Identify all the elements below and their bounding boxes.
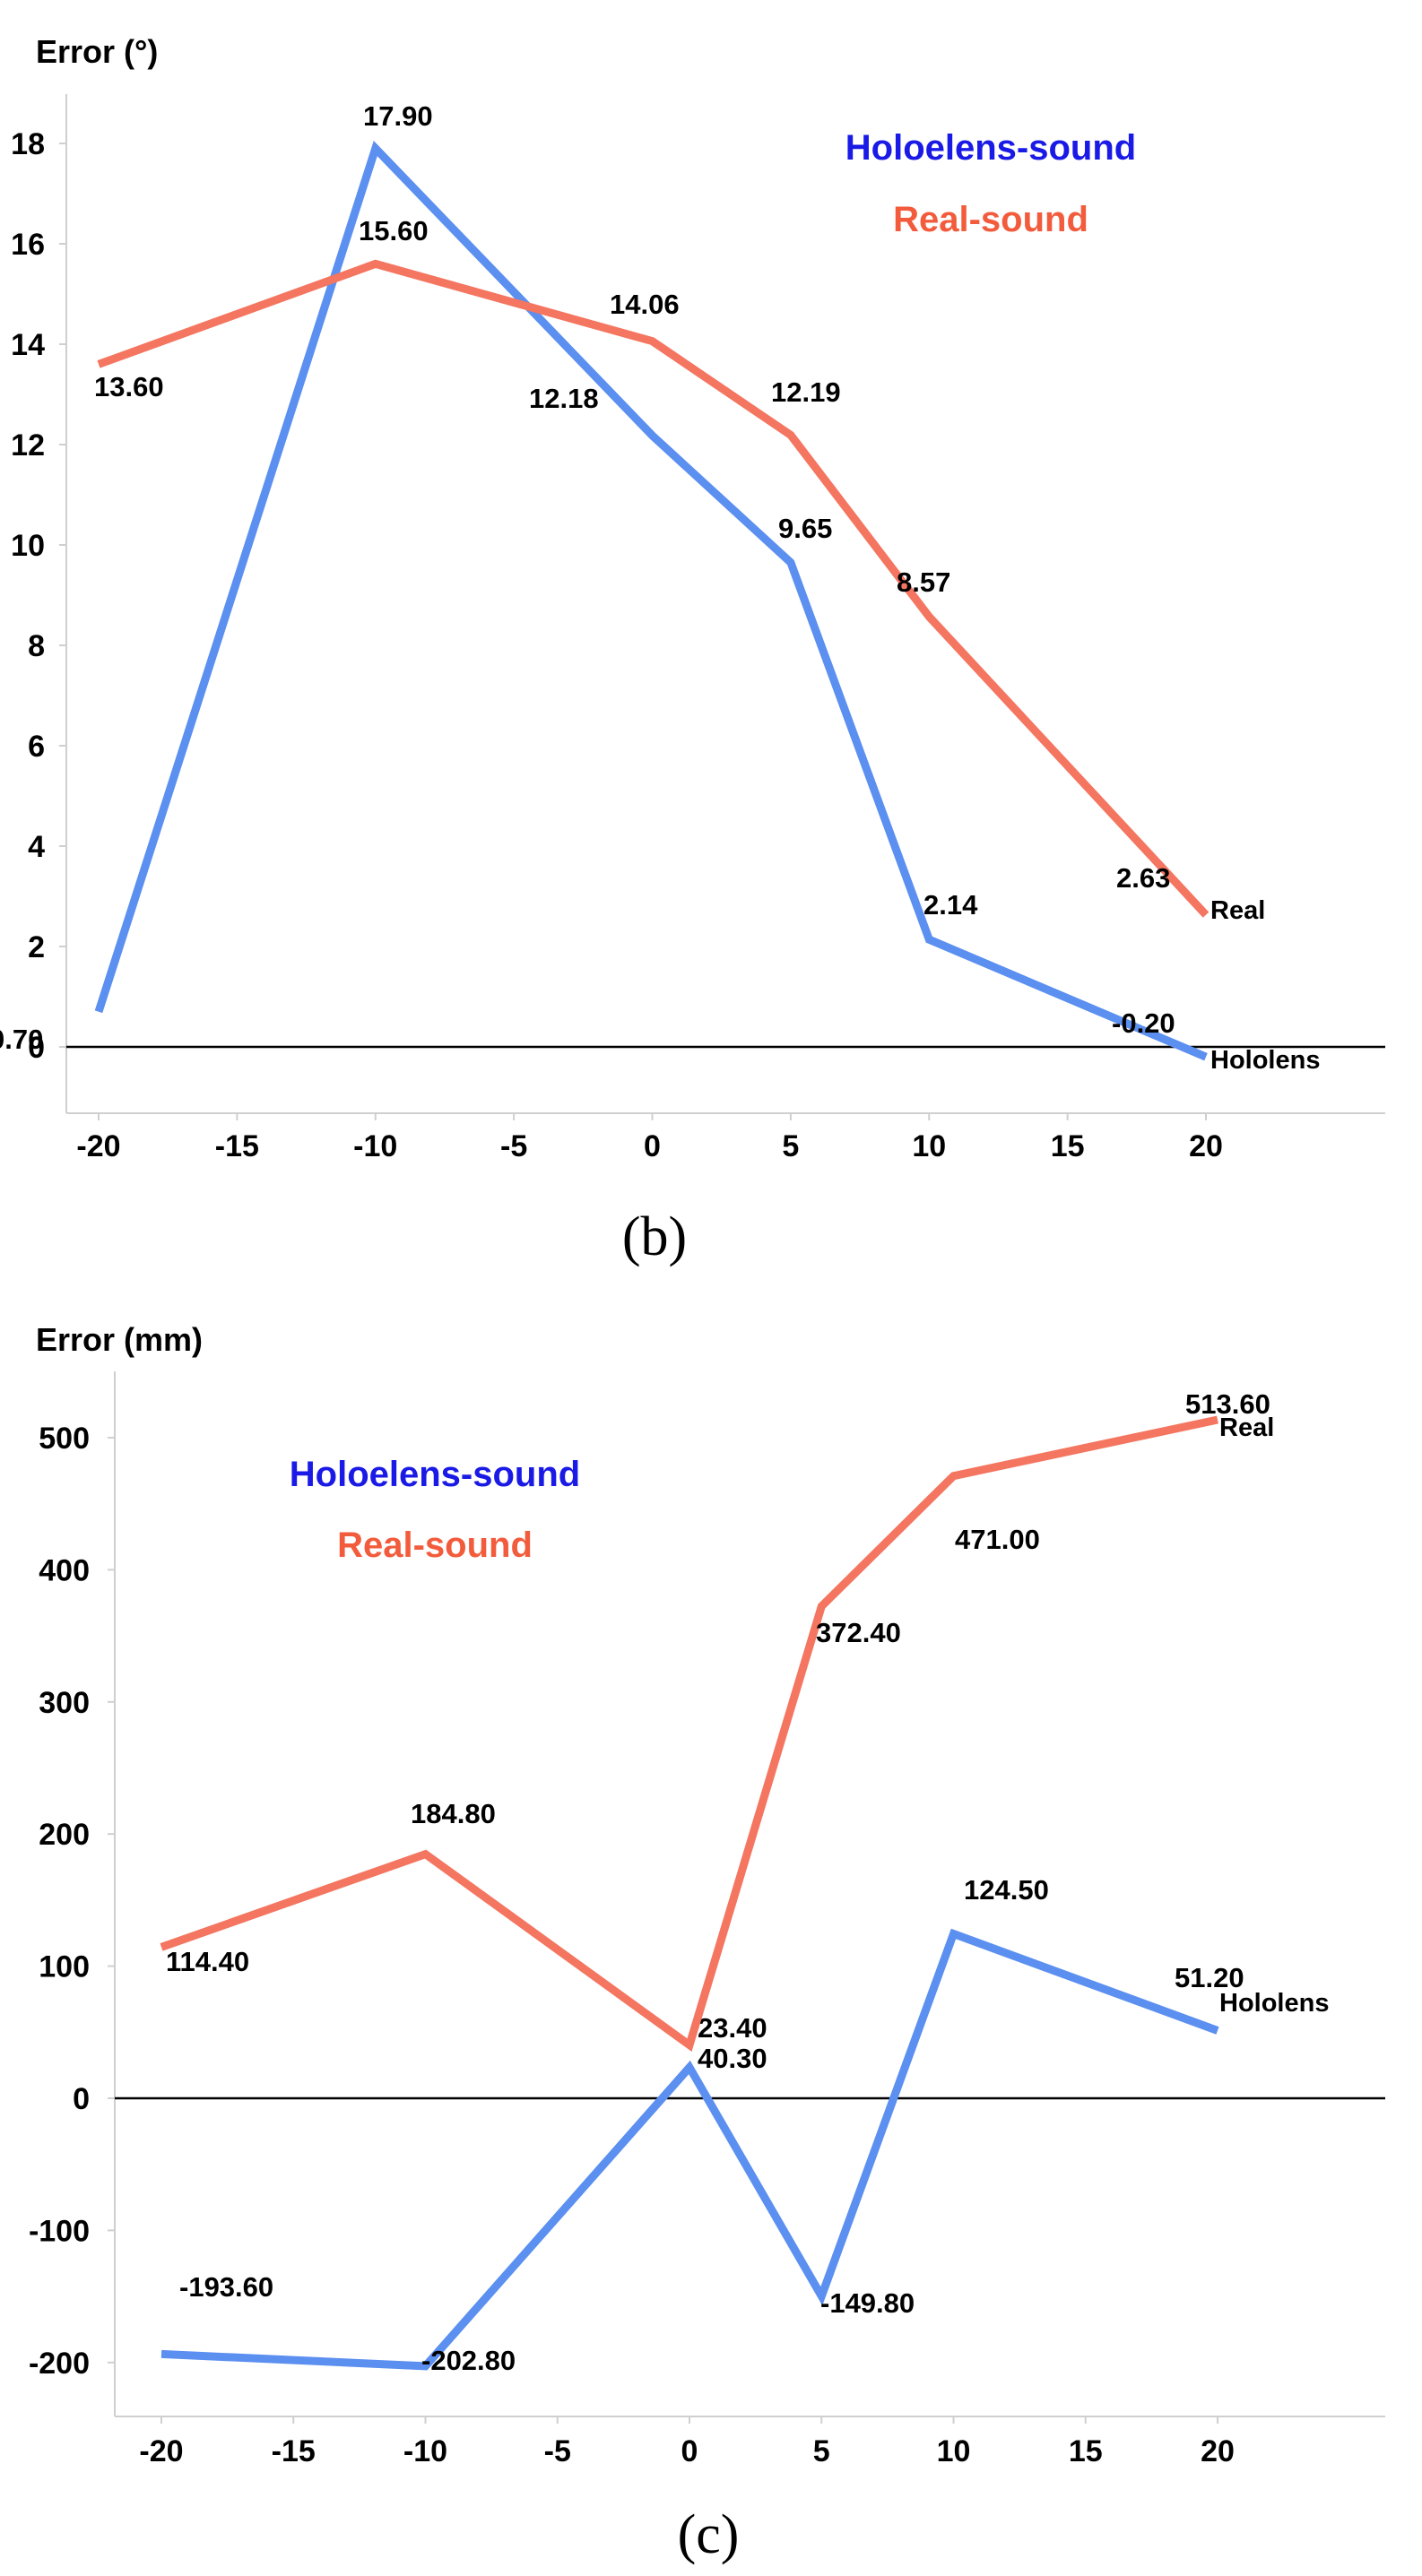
x-tick-label: -15 (215, 1129, 259, 1163)
y-tick-label: 200 (39, 1818, 90, 1852)
y-tick-label: 16 (11, 228, 45, 262)
x-tick-label: 0 (681, 2434, 698, 2468)
y-tick-label: -100 (29, 2214, 90, 2248)
data-label: 2.14 (923, 889, 978, 921)
data-label: 23.40 (698, 2012, 767, 2044)
x-tick-label: 5 (782, 1129, 799, 1163)
x-tick-label: 20 (1201, 2434, 1235, 2468)
data-label: -193.60 (179, 2271, 273, 2303)
series-end-label: Real (1210, 896, 1265, 925)
data-label: 17.90 (363, 100, 433, 132)
x-tick-label: 15 (1069, 2434, 1103, 2468)
x-tick-label: 10 (912, 1129, 946, 1163)
series-end-label: Real (1219, 1413, 1274, 1442)
y-tick-label: 4 (28, 830, 45, 864)
series-end-label: Hololens (1210, 1046, 1320, 1075)
series-end-label: Hololens (1219, 1989, 1329, 2018)
x-tick-label: -15 (272, 2434, 316, 2468)
x-tick-label: 5 (813, 2434, 830, 2468)
panel-label: (b) (622, 1206, 687, 1267)
data-label: 372.40 (816, 1617, 901, 1648)
y-tick-label: 12 (11, 428, 45, 462)
data-label: 14.06 (610, 289, 680, 320)
y-tick-label: 2 (28, 930, 45, 964)
legend-entry: Real-sound (893, 200, 1088, 239)
y-tick-label: 18 (11, 127, 45, 161)
data-label: 114.40 (166, 1946, 249, 1977)
y-tick-label: 10 (11, 529, 45, 563)
x-tick-label: -10 (353, 1129, 397, 1163)
y-tick-label: 500 (39, 1422, 90, 1456)
data-label: 13.60 (94, 371, 164, 402)
y-tick-label: 400 (39, 1553, 90, 1587)
y-tick-label: 6 (28, 730, 45, 764)
series-line-hololens (94, 141, 1208, 1061)
x-tick-label: 20 (1189, 1129, 1223, 1163)
data-label: 9.65 (778, 513, 832, 544)
legend-entry: Real-sound (337, 1526, 533, 1565)
y-tick-label: 100 (39, 1950, 90, 1984)
data-label: -149.80 (820, 2287, 915, 2319)
data-label: 513.60 (1185, 1388, 1270, 1420)
data-label: 12.18 (529, 383, 599, 414)
series-line-real (160, 1415, 1218, 2052)
data-label: 124.50 (964, 1874, 1049, 1906)
y-tick-label: 8 (28, 629, 45, 663)
y-tick-label: 0 (73, 2082, 90, 2116)
data-label: -0.20 (1112, 1007, 1175, 1039)
x-tick-label: -5 (544, 2434, 571, 2468)
data-label: 471.00 (955, 1524, 1040, 1555)
chart-panel-b: Error (°) 0 2 4 6 8 10 12 14 16 18 -20 -15 -10 -5 0 5 10 1… (0, 33, 1385, 1267)
data-label: 8.57 (897, 566, 950, 598)
x-tick-label: -20 (139, 2434, 183, 2468)
x-tick-label: -5 (500, 1129, 527, 1163)
y-tick-label: 0 (28, 1031, 45, 1065)
data-label: 40.30 (698, 2043, 767, 2074)
data-label: 0.70 (0, 1024, 43, 1055)
x-tick-label: -20 (76, 1129, 120, 1163)
panel-label: (c) (678, 2504, 740, 2565)
data-label: -202.80 (421, 2345, 516, 2376)
legend-entry: Holoelens-sound (845, 128, 1136, 168)
legend-entry: Holoelens-sound (290, 1455, 580, 1494)
data-label: 2.63 (1116, 862, 1170, 894)
series-line-hololens (160, 1928, 1219, 2371)
data-label: 15.60 (359, 215, 429, 246)
x-tick-label: 10 (937, 2434, 971, 2468)
y-tick-label: -200 (29, 2347, 90, 2381)
data-label: 12.19 (771, 376, 841, 408)
y-axis-title: Error (mm) (36, 1321, 203, 1358)
x-tick-label: -10 (403, 2434, 447, 2468)
y-axis-title: Error (°) (36, 33, 158, 70)
data-label: 51.20 (1175, 1962, 1244, 1993)
data-label: 184.80 (411, 1798, 496, 1829)
y-tick-label: 300 (39, 1686, 90, 1720)
x-tick-label: 15 (1051, 1129, 1085, 1163)
x-tick-label: 0 (644, 1129, 661, 1163)
series-line-real (97, 259, 1210, 918)
y-tick-label: 14 (11, 328, 45, 362)
